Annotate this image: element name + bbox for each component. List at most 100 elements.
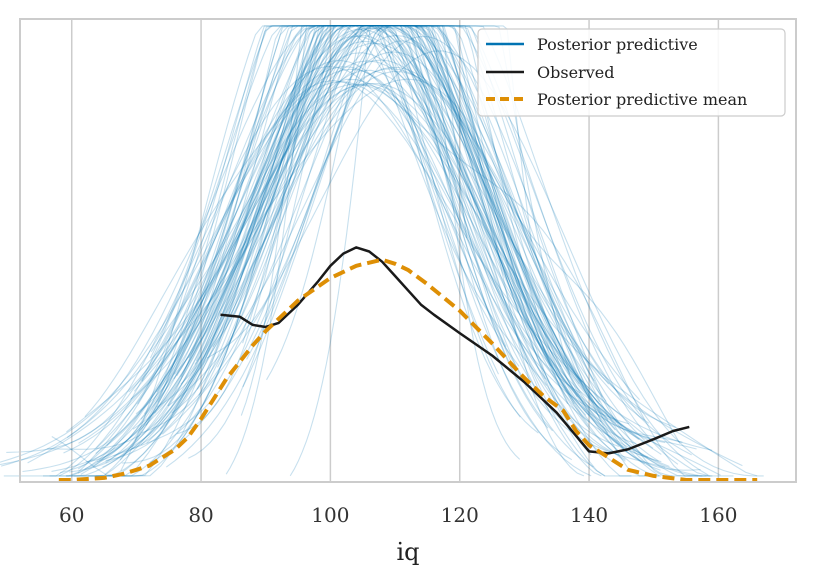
posterior-predictive-draw — [88, 26, 666, 477]
posterior-predictive-draw — [156, 27, 609, 434]
posterior-predictive-draw — [0, 81, 602, 463]
posterior-predictive-draw — [167, 35, 603, 407]
posterior-predictive-draw — [140, 59, 607, 420]
posterior-predictive-draw — [195, 25, 583, 383]
posterior-predictive-draw — [188, 25, 721, 476]
posterior-predictive-draw — [43, 42, 743, 477]
posterior-predictive-draw — [180, 25, 701, 471]
posterior-predictive-draw — [66, 69, 697, 450]
posterior-predictive-draw — [162, 50, 764, 477]
grid-lines — [70, 19, 720, 482]
posterior-predictive-draw — [59, 40, 580, 474]
posterior-predictive-draw — [149, 25, 646, 463]
posterior-predictive-draw — [71, 25, 554, 476]
posterior-predictive-draw — [66, 27, 659, 477]
posterior-predictive-draw — [135, 25, 654, 449]
legend: Posterior predictive Observed Posterior … — [477, 28, 786, 117]
posterior-predictive-draw — [104, 25, 569, 476]
posterior-predictive-draw — [63, 52, 662, 455]
posterior-predictive-draw — [156, 25, 683, 443]
posterior-predictive-draw — [80, 78, 713, 477]
posterior-predictive-draw — [154, 25, 617, 455]
posterior-predictive-draw — [194, 25, 703, 477]
posterior-predictive-draw — [102, 25, 609, 468]
posterior-predictive-draw — [73, 25, 650, 477]
x-tick-label-120: 120 — [441, 503, 479, 527]
posterior-predictive-draw — [188, 25, 626, 462]
posterior-predictive-draw — [92, 25, 613, 468]
posterior-predictive-draw — [242, 25, 592, 456]
posterior-predictive-draw — [217, 25, 595, 382]
posterior-predictive-draw — [178, 25, 575, 443]
posterior-predictive-draw — [140, 66, 641, 446]
posterior-predictive-draw — [77, 25, 551, 470]
posterior-predictive-draw — [85, 25, 520, 463]
posterior-predictive-draw — [173, 25, 602, 477]
posterior-predictive-draw — [47, 25, 661, 477]
x-tick-label-100: 100 — [311, 503, 349, 527]
posterior-predictive-draw — [58, 25, 592, 477]
posterior-predictive-draw — [171, 25, 627, 453]
posterior-predictive-draw — [206, 40, 681, 444]
posterior-predictive-draw — [65, 25, 660, 477]
posterior-predictive-draw — [212, 25, 649, 458]
posterior-predictive-draw — [119, 25, 670, 468]
posterior-predictive-draw — [134, 25, 637, 445]
legend-box — [477, 28, 786, 117]
posterior-predictive-draw — [176, 25, 562, 377]
x-tick-labels: 60 80 100 120 140 160 — [59, 503, 737, 527]
posterior-predictive-draw — [130, 68, 673, 477]
posterior-predictive-draw — [105, 25, 590, 462]
posterior-predictive-draw — [51, 70, 692, 472]
x-axis-label: iq — [396, 538, 419, 566]
legend-label-posterior-predictive-mean: Posterior predictive mean — [537, 90, 747, 109]
posterior-predictive-draw — [68, 25, 551, 473]
posterior-predictive-draw — [242, 25, 709, 476]
posterior-predictive-draw — [143, 25, 564, 423]
posterior-predictive-draw — [150, 35, 581, 394]
posterior-predictive-draw — [106, 25, 660, 477]
posterior-predictive-draw — [196, 25, 519, 390]
posterior-predictive-draw — [174, 51, 601, 403]
posterior-predictive-draw — [113, 25, 645, 465]
posterior-predictive-draw — [99, 25, 661, 471]
observed-line — [220, 246, 690, 455]
posterior-predictive-draw — [66, 25, 666, 468]
posterior-predictive-draw — [240, 25, 521, 460]
posterior-predictive-draw — [141, 25, 622, 434]
posterior-predictive-draw — [133, 26, 587, 416]
posterior-predictive-draw — [96, 25, 620, 463]
x-tick-label-80: 80 — [188, 503, 213, 527]
posterior-predictive-draw — [141, 59, 641, 440]
posterior-predictive-draw — [137, 25, 539, 434]
x-tick-label-160: 160 — [699, 503, 737, 527]
posterior-predictive-draw — [27, 35, 546, 464]
posterior-predictive-draw — [246, 25, 679, 465]
legend-label-observed: Observed — [537, 63, 614, 82]
posterior-predictive-draw — [145, 25, 521, 426]
posterior-predictive-draw — [180, 25, 517, 378]
posterior-predictive-draw — [198, 25, 589, 428]
posterior-predictive-draw — [0, 83, 640, 466]
posterior-predictive-draw — [22, 28, 578, 473]
posterior-predictive-draw — [84, 68, 529, 418]
posterior-predictive-draw — [108, 25, 617, 477]
posterior-predictive-draw — [128, 84, 713, 451]
posterior-predictive-draw — [78, 60, 699, 477]
plot-frame — [19, 18, 797, 483]
posterior-predictive-draw — [120, 25, 547, 472]
posterior-predictive-draw — [177, 25, 585, 477]
posterior-predictive-draw — [121, 25, 606, 477]
posterior-predictive-draw — [77, 83, 758, 477]
posterior-predictive-draw — [51, 78, 707, 477]
posterior-predictive-draw — [105, 25, 549, 464]
x-tick-label-140: 140 — [570, 503, 608, 527]
posterior-predictive-draw — [149, 25, 499, 375]
posterior-predictive-draw — [95, 25, 620, 477]
legend-label-posterior-predictive: Posterior predictive — [537, 35, 698, 54]
posterior-predictive-draw — [132, 25, 552, 430]
posterior-predictive-draw — [84, 25, 616, 470]
posterior-predictive-draw — [169, 25, 656, 477]
x-tick-label-60: 60 — [59, 503, 84, 527]
posterior-predictive-draw — [106, 25, 590, 447]
